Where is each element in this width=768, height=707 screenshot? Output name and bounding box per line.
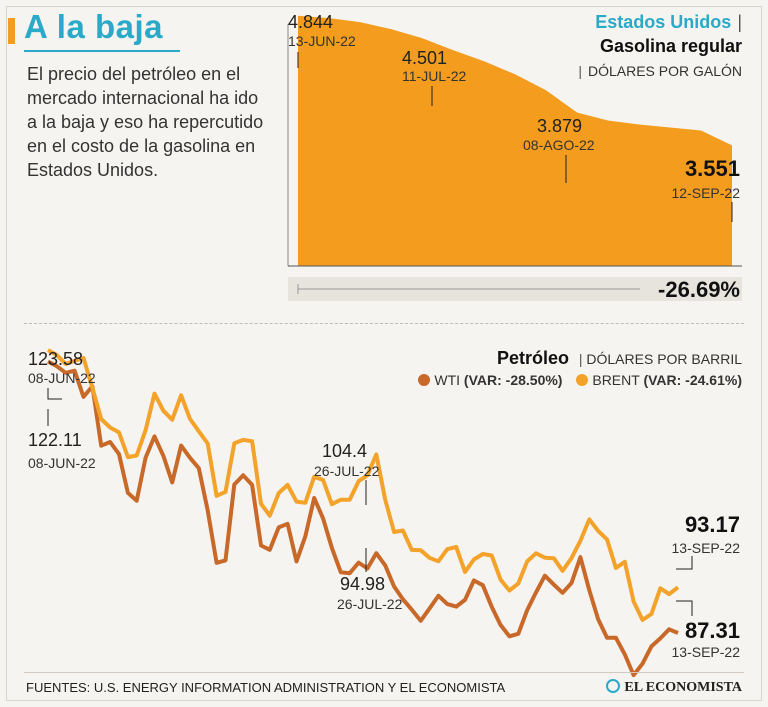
gasoline-area xyxy=(298,15,732,267)
gasoline-title-country: Estados Unidos | xyxy=(595,12,742,32)
gasoline-title-product: Gasolina regular xyxy=(599,36,742,56)
legend-wti: WTI (VAR: -28.50%) xyxy=(418,372,562,388)
intro-text: El precio del petróleo en el mercado int… xyxy=(27,64,264,180)
gas-change-label: -26.69% xyxy=(658,277,740,302)
oil-wti-end-value: 87.31 xyxy=(685,618,740,643)
oil-title: Petróleo | DÓLARES POR BARRIL xyxy=(496,348,742,368)
logo-emblem-icon xyxy=(606,679,621,693)
legend-brent: BRENT (VAR: -24.61%) xyxy=(576,372,742,388)
footer-rule xyxy=(24,672,744,673)
oil-brent-end-value: 93.17 xyxy=(685,512,740,537)
title-underline xyxy=(24,50,180,52)
gas-label-value-1: 4.844 xyxy=(288,12,333,32)
title-accent-bar xyxy=(8,18,15,44)
oil-wti-end-leader xyxy=(676,600,693,616)
oil-brent-mid-value: 104.4 xyxy=(322,441,367,461)
section-divider xyxy=(24,323,744,324)
gas-label-value-3: 3.879 xyxy=(537,116,582,136)
gas-label-date-2: 11-JUL-22 xyxy=(402,68,467,84)
wti-series-line xyxy=(47,359,679,678)
oil-brent-start-value: 123.58 xyxy=(28,349,83,369)
page-title: A la baja xyxy=(24,8,163,45)
oil-wti-start-value: 122.11 xyxy=(28,430,82,450)
brent-series-line xyxy=(47,348,680,622)
publisher-logo: EL ECONOMISTA xyxy=(606,679,742,696)
source-text: FUENTES: U.S. ENERGY INFORMATION ADMINIS… xyxy=(26,680,506,695)
oil-wti-end-date: 13-SEP-22 xyxy=(672,644,741,660)
oil-brent-start-leader xyxy=(47,388,62,400)
oil-wti-start-date: 08-JUN-22 xyxy=(28,455,96,471)
gas-point-labels: 4.844 13-JUN-22 4.501 11-JUL-22 3.879 08… xyxy=(288,12,740,222)
oil-wti-mid-date: 26-JUL-22 xyxy=(337,596,403,612)
oil-wti-mid-value: 94.98 xyxy=(340,574,385,594)
wti-dot-icon xyxy=(418,374,431,386)
oil-brent-mid-date: 26-JUL-22 xyxy=(314,463,380,479)
oil-brent-end-leader xyxy=(676,556,693,570)
infographic-frame xyxy=(6,6,762,701)
gas-label-value-4: 3.551 xyxy=(685,156,740,181)
gas-label-value-2: 4.501 xyxy=(402,48,447,68)
gas-label-date-3: 08-AGO-22 xyxy=(523,137,595,153)
gasoline-unit: | DÓLARES POR GALÓN xyxy=(578,63,742,79)
oil-legend: WTI (VAR: -28.50%) BRENT (VAR: -24.61%) xyxy=(408,372,742,388)
oil-brent-start-date: 08-JUN-22 xyxy=(28,370,96,386)
oil-brent-end-date: 13-SEP-22 xyxy=(672,540,741,556)
gas-label-date-1: 13-JUN-22 xyxy=(288,33,356,49)
gas-label-date-4: 12-SEP-22 xyxy=(672,185,741,201)
brent-dot-icon xyxy=(576,374,589,386)
